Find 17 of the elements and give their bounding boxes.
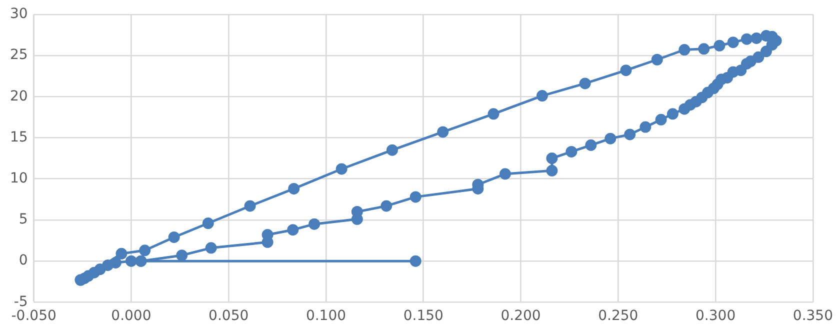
- y-tick-label: 20: [10, 88, 28, 104]
- y-tick-label: 0: [18, 252, 28, 269]
- y-tick-label: 30: [10, 6, 28, 22]
- y-tick-label: 10: [10, 170, 28, 186]
- x-tick-label: 0.250: [598, 308, 638, 324]
- x-tick-label: 0.050: [208, 308, 249, 324]
- x-tick-label: 0.150: [403, 308, 444, 324]
- y-tick-label: -5: [14, 294, 28, 310]
- x-tick-label: 0.300: [696, 308, 736, 324]
- x-tick-label: -0.050: [11, 308, 56, 324]
- y-tick-label: 25: [10, 47, 28, 64]
- x-tick-label: 0.000: [111, 308, 152, 324]
- x-tick-label: 0.200: [500, 308, 541, 324]
- y-tick-label: 5: [18, 212, 28, 228]
- x-tick-label: 0.350: [792, 308, 834, 324]
- x-tick-label: 0.100: [306, 308, 346, 324]
- y-tick-label: 15: [10, 129, 28, 146]
